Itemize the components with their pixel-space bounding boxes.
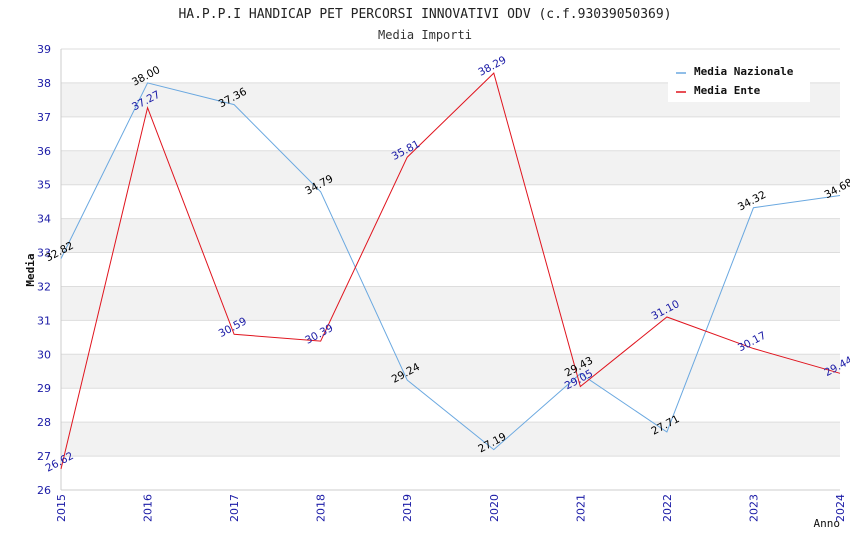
- legend-background: [668, 60, 810, 102]
- data-label: 30.17: [736, 330, 768, 355]
- x-tick-label: 2017: [228, 494, 241, 522]
- data-label: 32.82: [44, 240, 76, 265]
- x-tick-label: 2023: [747, 494, 760, 522]
- chart-title: HA.P.P.I HANDICAP PET PERCORSI INNOVATIV…: [178, 7, 671, 22]
- x-tick-label: 2018: [315, 494, 328, 522]
- plot-band: [61, 354, 840, 389]
- y-tick-label: 27: [37, 450, 51, 463]
- x-tick-label: 2015: [55, 494, 68, 522]
- legend-label-media-nazionale: Media Nazionale: [694, 65, 794, 78]
- y-tick-label: 37: [37, 111, 51, 124]
- y-tick-label: 31: [37, 314, 51, 327]
- y-tick-label: 35: [37, 179, 51, 192]
- plot-band: [61, 422, 840, 457]
- y-tick-label: 34: [37, 213, 51, 226]
- x-axis-title: Anno: [814, 517, 841, 530]
- plot-bands: [61, 82, 840, 457]
- y-axis-title: Media: [24, 253, 37, 286]
- x-tick-label: 2024: [834, 494, 847, 522]
- x-tick-label: 2019: [401, 494, 414, 522]
- y-tick-label: 29: [37, 382, 51, 395]
- data-label: 34.32: [736, 189, 768, 214]
- y-tick-label: 38: [37, 77, 51, 90]
- legend-label-media-ente: Media Ente: [694, 84, 761, 97]
- x-tick-label: 2020: [488, 494, 501, 522]
- plot-band: [61, 218, 840, 253]
- x-tick-label: 2022: [661, 494, 674, 522]
- y-tick-label: 33: [37, 247, 51, 260]
- x-tick-label: 2016: [142, 494, 155, 522]
- series-lines: [60, 72, 841, 470]
- plot-band: [61, 286, 840, 321]
- y-tick-label: 32: [37, 280, 51, 293]
- data-label: 30.39: [303, 322, 335, 347]
- y-tick-label: 28: [37, 416, 51, 429]
- y-tick-label: 30: [37, 348, 51, 361]
- chart-subtitle: Media Importi: [378, 28, 472, 42]
- plot-band: [61, 150, 840, 185]
- series-line-0: [60, 82, 841, 451]
- x-tick-label: 2021: [574, 494, 587, 522]
- y-tick-labels: 26 27 28 29 30 31 32 33 34 35 36 37 38 39: [37, 43, 51, 497]
- axes: [60, 49, 840, 491]
- y-tick-label: 26: [37, 484, 51, 497]
- x-tick-labels: 2015 2016 2017 2018 2019 2020 2021 2022 2023 2024: [55, 494, 847, 522]
- y-tick-label: 39: [37, 43, 51, 56]
- y-tick-label: 36: [37, 145, 51, 158]
- legend: Media Nazionale Media Ente: [668, 60, 810, 102]
- gridlines: [61, 48, 840, 491]
- series-line-1: [60, 72, 841, 470]
